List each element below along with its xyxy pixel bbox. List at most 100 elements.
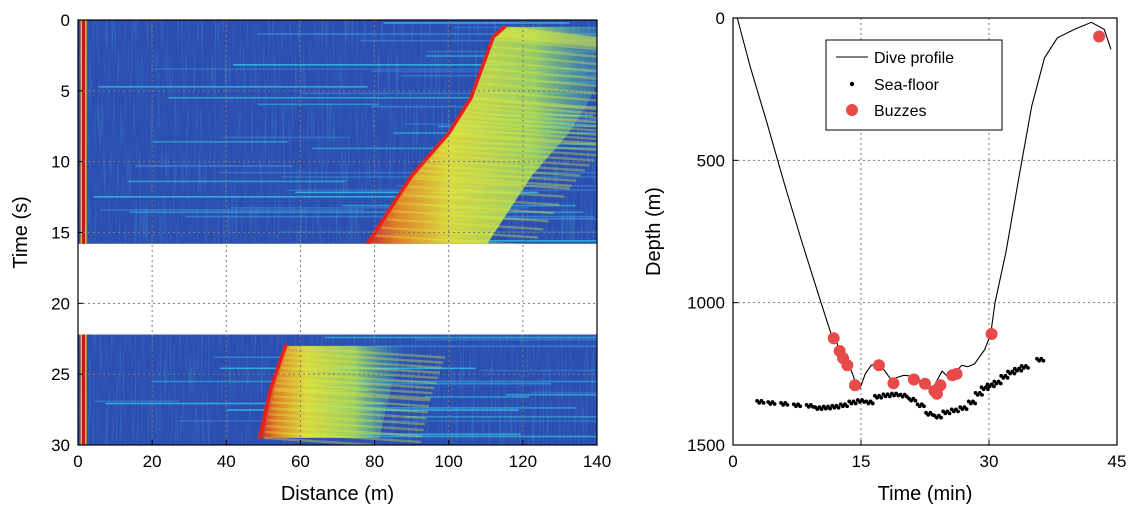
echo-trail-1 xyxy=(278,376,435,390)
echo-trail-0 xyxy=(493,45,597,58)
sea-floor-point xyxy=(922,404,926,409)
echo-trail-1 xyxy=(285,356,442,369)
buzz-points xyxy=(827,30,1106,400)
dive-series xyxy=(736,17,1112,420)
heatmap-x-axis-label: Distance (m) xyxy=(281,483,394,505)
dive-x-tick-label: 30 xyxy=(980,452,999,471)
heatmap-x-tick-label: 20 xyxy=(143,452,162,471)
echo-trail-0 xyxy=(451,133,597,147)
echo-trail-0 xyxy=(474,96,597,110)
legend-sea-floor-swatch xyxy=(849,81,855,87)
dive-y-ticks: 0 500 1000 1500 xyxy=(687,9,738,455)
sea-floor-point xyxy=(1019,368,1024,373)
echo-trail-1 xyxy=(263,436,393,445)
echo-trail-0 xyxy=(477,89,597,102)
sea-floor-point xyxy=(986,387,990,392)
buzz-point xyxy=(907,373,920,386)
echo-trail-1 xyxy=(288,346,446,359)
legend: Dive profile Sea-floor Buzzes xyxy=(825,39,1003,131)
sea-floor-point xyxy=(1005,375,1010,380)
echo-trail-0 xyxy=(497,35,597,49)
echo-trail-0 xyxy=(499,33,597,46)
dive-y-tick-label: 0 xyxy=(716,9,725,28)
sea-floor-point xyxy=(980,392,984,397)
echo-trail-0 xyxy=(507,26,597,39)
legend-buzzes-swatch xyxy=(846,104,858,116)
heatmap-y-axis-label: Time (s) xyxy=(10,196,32,269)
heatmap-block-upper-surface-echo xyxy=(82,20,86,244)
echo-trail-0 xyxy=(420,169,577,182)
echo-trail-0 xyxy=(496,38,597,51)
heatmap-x-tick-label: 0 xyxy=(73,452,82,471)
echo-trail-0 xyxy=(473,98,597,111)
sea-floor-point xyxy=(761,400,766,405)
dive-y-axis-label: Depth (m) xyxy=(643,187,665,276)
heatmap-image xyxy=(78,20,597,445)
echo-trail-1 xyxy=(264,430,422,444)
echo-trail-1 xyxy=(276,382,433,395)
heatmap-x-tick-label: 80 xyxy=(365,452,384,471)
sea-floor-point xyxy=(845,404,850,409)
echo-trail-0 xyxy=(471,102,597,115)
heatmap-panel: 0 20 40 60 80 100 120 140 0 5 10 15 20 25 30 Distance… xyxy=(10,11,611,505)
echo-trail-0 xyxy=(403,193,560,207)
dive-y-tick-label: 500 xyxy=(697,151,725,170)
echo-trail-0 xyxy=(457,123,597,137)
heatmap-y-tick-label: 10 xyxy=(51,153,70,172)
dive-y-tick-label: 1000 xyxy=(687,294,725,313)
heatmap-x-tick-label: 120 xyxy=(509,452,537,471)
echo-trail-0 xyxy=(506,27,597,40)
echo-trail-1 xyxy=(271,401,428,414)
echo-trail-1 xyxy=(280,371,437,385)
legend-sea-floor-label: Sea-floor xyxy=(874,77,940,94)
echo-trail-0 xyxy=(433,154,590,167)
dive-y-tick-label: 1500 xyxy=(687,436,725,455)
echo-trail-0 xyxy=(413,177,570,190)
echo-band-0 xyxy=(367,27,597,244)
legend-buzzes-label: Buzzes xyxy=(874,103,926,120)
sea-floor-point xyxy=(998,381,1003,386)
buzz-point xyxy=(887,377,900,390)
echo-trail-0 xyxy=(392,209,549,223)
echo-trail-0 xyxy=(397,201,554,215)
echo-trail-0 xyxy=(460,119,597,132)
echo-front-1 xyxy=(257,344,288,440)
sea-floor-point xyxy=(964,407,969,412)
legend-box xyxy=(825,39,1003,131)
heatmap-y-tick-label: 15 xyxy=(51,224,70,243)
echo-trail-0 xyxy=(437,149,594,162)
sea-floor-point xyxy=(947,411,952,416)
heatmap-x-ticks: 0 20 40 60 80 100 120 140 xyxy=(73,440,611,471)
echo-trail-1 xyxy=(267,418,424,432)
heatmap-block-lower-surface-echo xyxy=(82,334,86,445)
heatmap-block-upper xyxy=(78,20,597,244)
echo-trail-0 xyxy=(455,127,597,141)
heatmap-block-lower xyxy=(78,334,597,445)
buzz-point xyxy=(1093,30,1106,43)
heatmap-grid xyxy=(78,20,597,445)
echo-trail-0 xyxy=(376,234,523,244)
echo-trail-0 xyxy=(428,159,586,172)
sea-floor-point xyxy=(1026,365,1030,370)
echo-trail-0 xyxy=(501,32,597,45)
echo-trail-0 xyxy=(463,115,597,128)
echo-trail-0 xyxy=(490,52,597,66)
echo-trail-1 xyxy=(287,351,444,364)
heatmap-x-tick-label: 60 xyxy=(291,452,310,471)
dive-x-tick-label: 45 xyxy=(1108,452,1127,471)
heatmap-y-tick-label: 30 xyxy=(51,436,70,455)
echo-trail-1 xyxy=(283,361,440,375)
sea-floor-point xyxy=(819,407,824,412)
dive-frame xyxy=(732,17,1118,446)
dive-x-tick-label: 15 xyxy=(852,452,871,471)
echo-trail-0 xyxy=(502,31,597,44)
dive-profile-panel: 0 15 30 45 0 500 1000 1500 Time (min) Depth (m… xyxy=(643,9,1126,505)
heatmap-y-tick-label: 20 xyxy=(51,294,70,313)
echo-trail-1 xyxy=(272,395,430,408)
buzz-point xyxy=(872,359,885,372)
heatmap-y-tick-label: 5 xyxy=(61,82,70,101)
echo-trail-1 xyxy=(266,424,423,438)
echo-trail-1 xyxy=(270,406,427,420)
buzz-point xyxy=(950,367,963,380)
